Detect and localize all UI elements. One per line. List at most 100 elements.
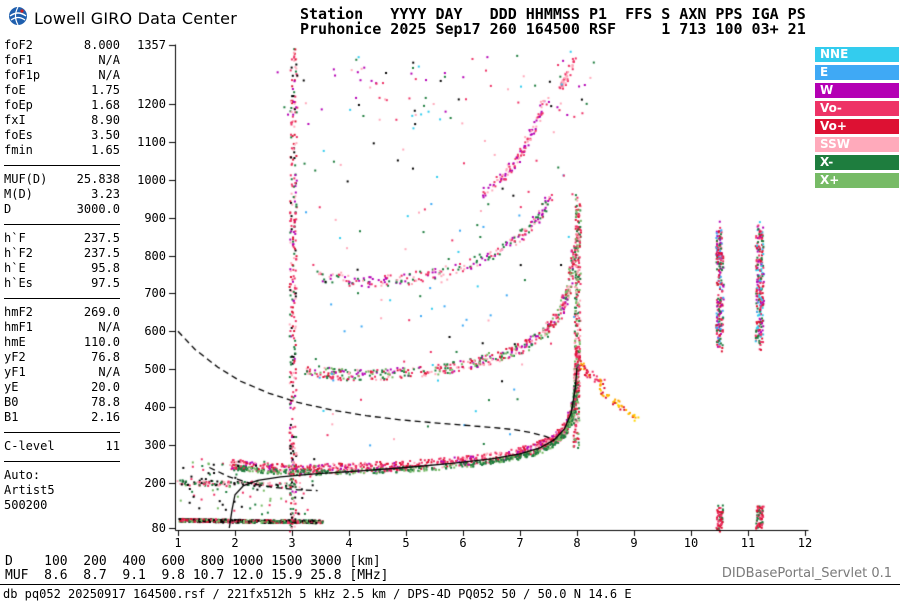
echo-direction-legend: NNE E W Vo- Vo+ SSW X- X+ xyxy=(815,47,899,191)
readout-value: 237.5 xyxy=(83,246,120,260)
readout-divider xyxy=(4,298,120,299)
station-header-line2: Pruhonice 2025 Sep17 260 164500 RSF 1 71… xyxy=(300,20,806,38)
x-axis-tick-label: 2 xyxy=(231,536,239,550)
y-axis-tick-label: 700 xyxy=(144,286,166,301)
muf-values-row: MUF 8.6 8.7 9.1 9.8 10.7 12.0 15.9 25.8 … xyxy=(5,568,389,583)
readout-value: 97.5 xyxy=(91,276,120,290)
readout-row: yF2 76.8 xyxy=(4,350,120,365)
readout-row: hmF1 N/A xyxy=(4,320,120,335)
readout-row: foEp 1.68 xyxy=(4,98,120,113)
y-axis-tick-label: 1100 xyxy=(137,135,166,150)
x-axis-tick-label: 6 xyxy=(459,536,467,550)
y-axis-tick-label: 300 xyxy=(144,437,166,452)
x-axis-tick-label: 7 xyxy=(516,536,524,550)
readout-value: 8.000 xyxy=(83,38,120,52)
readout-row: foE 1.75 xyxy=(4,83,120,98)
readout-label: MUF(D) xyxy=(4,172,48,186)
readout-row: M(D) 3.23 xyxy=(4,187,120,202)
readout-row: MUF(D) 25.838 xyxy=(4,172,120,187)
readout-label: foEs xyxy=(4,128,33,142)
readout-value: N/A xyxy=(98,365,120,379)
readout-label: h`Es xyxy=(4,276,33,290)
readout-panel: foF2 8.000 foF1 N/A foF1p N/A foE 1.75 foEp 1.68 f… xyxy=(4,38,120,513)
readout-label: foE xyxy=(4,83,26,97)
readout-row: foEs 3.50 xyxy=(4,128,120,143)
readout-value: N/A xyxy=(98,53,120,67)
legend-item-nne: NNE xyxy=(815,47,899,62)
giro-logo-text: Lowell GIRO Data Center xyxy=(34,8,237,28)
readout-label: h`E xyxy=(4,261,26,275)
readout-label: hmE xyxy=(4,335,26,349)
x-axis-tick-label: 9 xyxy=(630,536,638,550)
station-header-line1: Station YYYY DAY DDD HHMMSS P1 FFS S AXN… xyxy=(300,5,806,23)
readout-row: B0 78.8 xyxy=(4,395,120,410)
readout-row: 500200 xyxy=(4,498,120,513)
readout-label: Artist5 xyxy=(4,483,55,497)
readout-label: hmF1 xyxy=(4,320,33,334)
legend-item-e: E xyxy=(815,65,899,80)
readout-value: 110.0 xyxy=(83,335,120,349)
x-axis-tick-label: 1 xyxy=(174,536,182,550)
readout-row: fmin 1.65 xyxy=(4,143,120,158)
status-line: db pq052 20250917 164500.rsf / 221fx512h… xyxy=(3,587,632,601)
readout-divider xyxy=(4,461,120,462)
readout-row: h`F2 237.5 xyxy=(4,246,120,261)
x-axis-tick-label: 4 xyxy=(345,536,353,550)
legend-item-voplus: Vo+ xyxy=(815,119,899,134)
readout-label: B1 xyxy=(4,410,19,424)
readout-value: 2.16 xyxy=(91,410,120,424)
readout-row: foF2 8.000 xyxy=(4,38,120,53)
readout-value: N/A xyxy=(98,68,120,82)
readout-value: 25.838 xyxy=(76,172,120,186)
readout-value: 95.8 xyxy=(91,261,120,275)
readout-label: foEp xyxy=(4,98,33,112)
readout-value: 3.50 xyxy=(91,128,120,142)
x-axis-tick-label: 11 xyxy=(740,536,756,550)
readout-row: h`F 237.5 xyxy=(4,231,120,246)
readout-value: 269.0 xyxy=(83,305,120,319)
readout-row: D 3000.0 xyxy=(4,202,120,217)
readout-label: yF2 xyxy=(4,350,26,364)
readout-label: yF1 xyxy=(4,365,26,379)
readout-value: 11 xyxy=(105,439,120,453)
x-axis-tick-label: 5 xyxy=(402,536,410,550)
legend-item-vominus: Vo- xyxy=(815,101,899,116)
readout-value: 3.23 xyxy=(91,187,120,201)
readout-label: hmF2 xyxy=(4,305,33,319)
y-axis-tick-label: 400 xyxy=(144,399,166,414)
x-axis-tick-label: 12 xyxy=(797,536,813,550)
readout-row: yE 20.0 xyxy=(4,380,120,395)
readout-label: 500200 xyxy=(4,498,48,512)
readout-value: 1.68 xyxy=(91,98,120,112)
x-axis-tick-label: 8 xyxy=(573,536,581,550)
readout-row: foF1 N/A xyxy=(4,53,120,68)
y-axis-tick-label: 1357 xyxy=(137,38,166,52)
readout-row: h`Es 97.5 xyxy=(4,276,120,291)
readout-value: 3000.0 xyxy=(76,202,120,216)
readout-label: foF1p xyxy=(4,68,41,82)
readout-value: 1.75 xyxy=(91,83,120,97)
readout-row: Auto: xyxy=(4,468,120,483)
readout-row: yF1 N/A xyxy=(4,365,120,380)
readout-value: 20.0 xyxy=(91,380,120,394)
readout-label: D xyxy=(4,202,12,216)
y-axis-tick-label: 500 xyxy=(144,362,166,377)
readout-row: Artist5 xyxy=(4,483,120,498)
readout-value: N/A xyxy=(98,320,120,334)
status-divider xyxy=(0,584,900,585)
readout-label: Auto: xyxy=(4,468,41,482)
readout-label: foF1 xyxy=(4,53,33,67)
readout-label: h`F xyxy=(4,231,26,245)
readout-label: fxI xyxy=(4,113,26,127)
readout-label: yE xyxy=(4,380,19,394)
y-axis-tick-label: 1200 xyxy=(137,97,166,112)
readout-label: h`F2 xyxy=(4,246,33,260)
y-axis-tick-label: 800 xyxy=(144,248,166,263)
y-axis-tick-label: 600 xyxy=(144,324,166,339)
x-axis-tick-label: 10 xyxy=(683,536,699,550)
readout-label: fmin xyxy=(4,143,33,157)
readout-label: foF2 xyxy=(4,38,33,52)
legend-item-w: W xyxy=(815,83,899,98)
readout-label: M(D) xyxy=(4,187,33,201)
